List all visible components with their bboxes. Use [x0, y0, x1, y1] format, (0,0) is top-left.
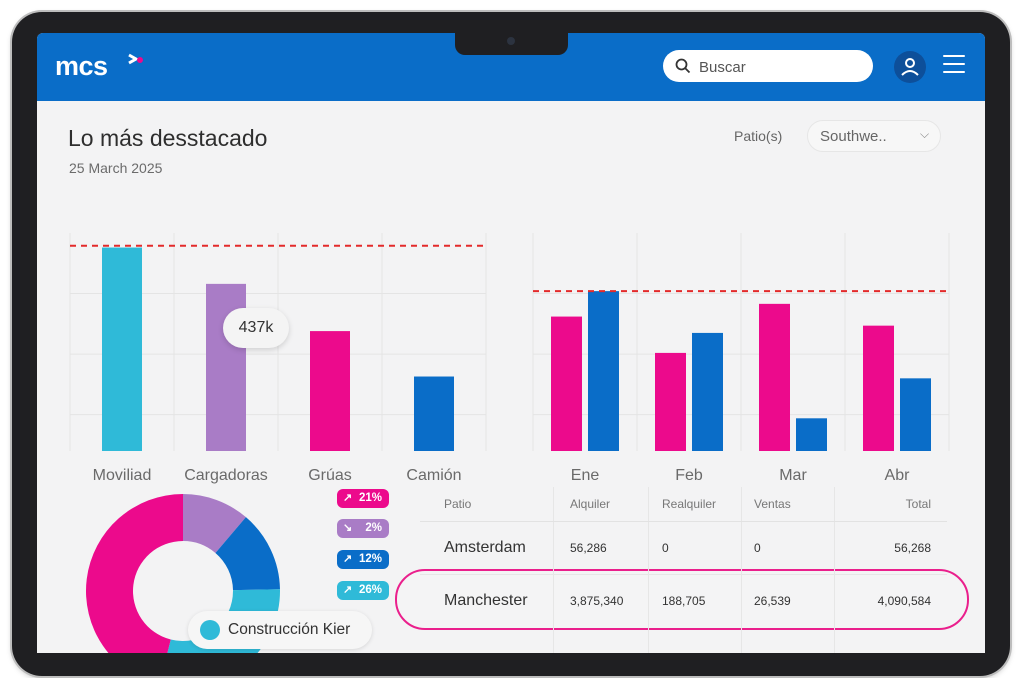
logo-arrow-icon — [128, 53, 143, 65]
camera-icon — [507, 37, 515, 45]
highlighted-row-outline — [395, 569, 969, 630]
ventas-value: 26,539 — [754, 594, 791, 608]
bar — [900, 378, 931, 451]
equipment-bar-chart-svg: Moviliad Cargadoras Grúas Camión — [69, 233, 487, 484]
change-badge: ↗ 26% — [337, 581, 389, 600]
bar — [863, 325, 894, 451]
badge-value: 26% — [358, 584, 382, 596]
x-tick-label: Cargadoras — [184, 467, 268, 484]
column-header-patio[interactable]: Patio — [444, 497, 472, 511]
x-tick-label: Ene — [571, 467, 600, 484]
realquiler-value: 188,705 — [662, 594, 706, 608]
user-icon — [901, 58, 919, 76]
donut-slice — [183, 494, 246, 553]
alquiler-value: 56,286 — [570, 541, 607, 555]
change-badge: ↗ 12% — [337, 550, 389, 569]
total-value: 4,090,584 — [877, 594, 931, 608]
column-divider — [741, 487, 742, 653]
mcs-logo[interactable]: mcs — [55, 51, 108, 81]
badge-value: 2% — [365, 522, 382, 534]
search-icon — [675, 58, 691, 74]
total-value: 56,268 — [894, 541, 931, 555]
trend-arrow-icon: ↗ — [343, 492, 353, 504]
bar — [310, 331, 350, 451]
trend-arrow-icon: ↘ — [343, 522, 353, 534]
x-tick-label: Moviliad — [93, 467, 152, 484]
column-header-alquiler[interactable]: Alquiler — [570, 497, 611, 511]
column-divider — [834, 487, 835, 653]
patio-filter-value: Southwe.. — [820, 128, 887, 145]
x-tick-label: Grúas — [308, 467, 352, 484]
patio-name: Amsterdam — [444, 539, 526, 556]
bar — [692, 332, 723, 451]
x-tick-label: Mar — [779, 467, 807, 484]
ventas-value: 0 — [754, 541, 761, 555]
donut-slice — [85, 494, 183, 653]
page-date: 25 March 2025 — [69, 160, 163, 176]
table-row[interactable]: Manchester 3,875,340 188,705 26,539 4,09… — [420, 575, 947, 627]
bar — [655, 352, 686, 451]
change-badge: ↘ 2% — [337, 519, 389, 538]
trend-arrow-icon: ↗ — [343, 584, 353, 596]
bar — [414, 376, 454, 451]
patio-filter-select[interactable]: Southwe.. ⌵ — [807, 120, 941, 152]
badge-value: 12% — [358, 553, 382, 565]
column-divider — [648, 487, 649, 653]
x-tick-label: Feb — [675, 467, 703, 484]
search-box[interactable] — [663, 50, 873, 82]
column-header-total[interactable]: Total — [905, 497, 931, 511]
legend-label: Construcción Kier — [228, 621, 351, 638]
user-account-button[interactable] — [894, 51, 926, 83]
bar — [102, 247, 142, 451]
donut-legend-chip[interactable]: Construcción Kier — [188, 611, 372, 649]
table-header: Patio Alquiler Realquiler Ventas Total — [420, 487, 947, 522]
trend-arrow-icon: ↗ — [343, 553, 353, 565]
search-input[interactable] — [697, 56, 861, 78]
bar — [759, 303, 790, 451]
column-header-realquiler[interactable]: Realquiler — [662, 497, 717, 511]
patio-filter-label: Patio(s) — [734, 128, 783, 144]
patio-name: Manchester — [444, 592, 528, 609]
camera-notch — [455, 33, 568, 55]
bar — [796, 418, 827, 451]
badge-value: 21% — [358, 492, 382, 504]
donut-slice — [215, 517, 280, 591]
hamburger-menu-icon[interactable] — [943, 55, 965, 77]
app-screen: mcs Lo más desstacado 25 March 2025 Pati… — [37, 33, 985, 653]
alquiler-value: 3,875,340 — [570, 594, 624, 608]
bar — [588, 291, 619, 451]
column-header-ventas[interactable]: Ventas — [754, 497, 791, 511]
chevron-down-icon: ⌵ — [920, 127, 930, 141]
page-title: Lo más desstacado — [68, 125, 268, 151]
x-tick-label: Abr — [885, 467, 911, 484]
legend-color-dot — [200, 620, 220, 640]
bar — [551, 316, 582, 451]
x-tick-label: Camión — [406, 467, 461, 484]
change-badge: ↗ 21% — [337, 489, 389, 508]
bar-value-tooltip: 437k — [223, 308, 289, 348]
column-divider — [553, 487, 554, 653]
monthly-bar-chart-svg: Ene Feb Mar Abr — [532, 233, 950, 484]
table-row[interactable]: Amsterdam 56,286 0 0 56,268 — [420, 522, 947, 575]
realquiler-value: 0 — [662, 541, 669, 555]
